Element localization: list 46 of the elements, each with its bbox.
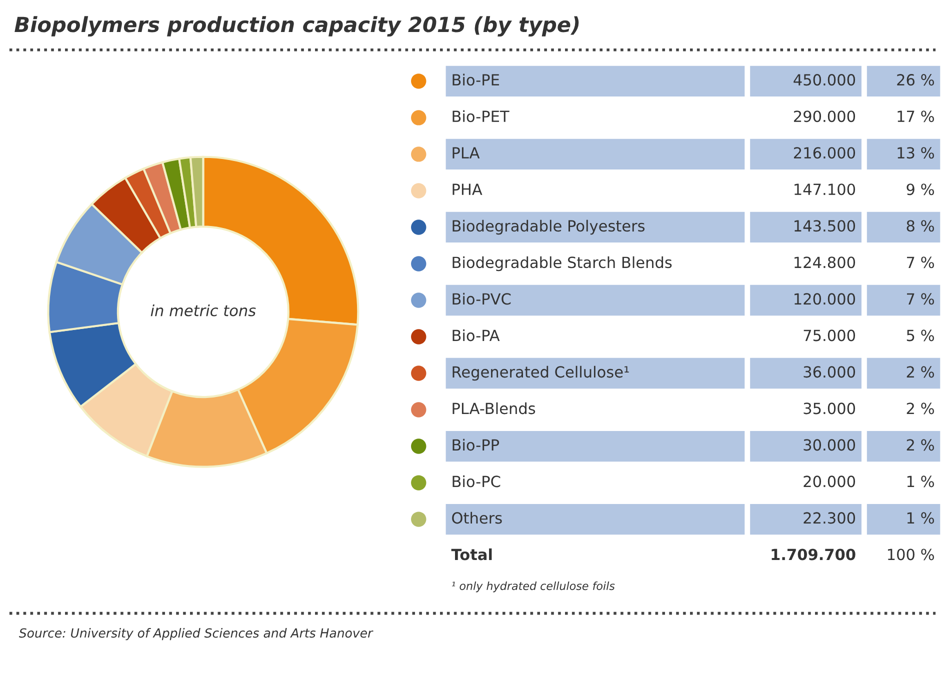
data-label: 75.000 <box>804 330 856 342</box>
source-note: Source: University of Applied Sciences and Arts Hanover <box>18 628 374 640</box>
text: 17 % <box>898 110 934 122</box>
data-label: 143.500 <box>794 220 856 232</box>
legend-label: Bio-PE <box>452 74 499 86</box>
legend-label: Bio-PC <box>452 475 500 488</box>
data-label: 450.000 <box>794 74 856 86</box>
data-label: 120.000 <box>794 293 856 305</box>
chart-title: Biopolymers production capacity 2015 (by type) <box>14 16 579 36</box>
text: 7 % <box>907 256 934 268</box>
text: 9 % <box>906 184 934 196</box>
data-label: 290.000 <box>794 110 856 122</box>
legend-label: Regenerated Cellulose¹ <box>452 366 629 381</box>
text: 100 % <box>888 548 934 560</box>
data-label: 147.100 <box>794 184 856 196</box>
text: 1 % <box>907 476 934 488</box>
legend-label: Biodegradable Starch Blends <box>452 256 672 272</box>
data-label: 124.800 <box>794 256 856 268</box>
text: 7 % <box>907 293 934 305</box>
text: 2 % <box>906 402 934 414</box>
data-label: 35.000 <box>804 402 856 414</box>
data-label: 216.000 <box>794 147 856 159</box>
text: 13 % <box>898 147 934 159</box>
legend-label: Biodegradable Polyesters <box>452 220 645 235</box>
text: 1.709.700 <box>772 548 856 560</box>
data-label: 22.300 <box>804 512 856 524</box>
text: in metric tons <box>150 304 256 316</box>
text: 26 % <box>897 74 934 86</box>
text: Total <box>451 548 492 560</box>
text: 8 % <box>906 220 934 232</box>
text: 2 % <box>906 366 934 378</box>
legend-label: PHA <box>452 184 482 195</box>
text: ¹ only hydrated cellulose foils <box>452 581 615 592</box>
legend-label: PLA-Blends <box>452 402 536 414</box>
data-label: 30.000 <box>804 439 856 451</box>
text: 2 % <box>906 439 934 451</box>
data-label: 36.000 <box>804 366 856 378</box>
legend-label: Bio-PET <box>452 110 510 122</box>
legend-label: PLA <box>452 147 480 158</box>
legend-label: Bio-PP <box>452 438 500 451</box>
data-label: 20.000 <box>804 476 856 488</box>
legend-label: Bio-PVC <box>452 292 511 305</box>
text: 5 % <box>906 330 934 342</box>
legend-label: Bio-PA <box>452 329 500 342</box>
legend-label: Others <box>452 512 502 524</box>
text: 1 % <box>907 512 934 524</box>
